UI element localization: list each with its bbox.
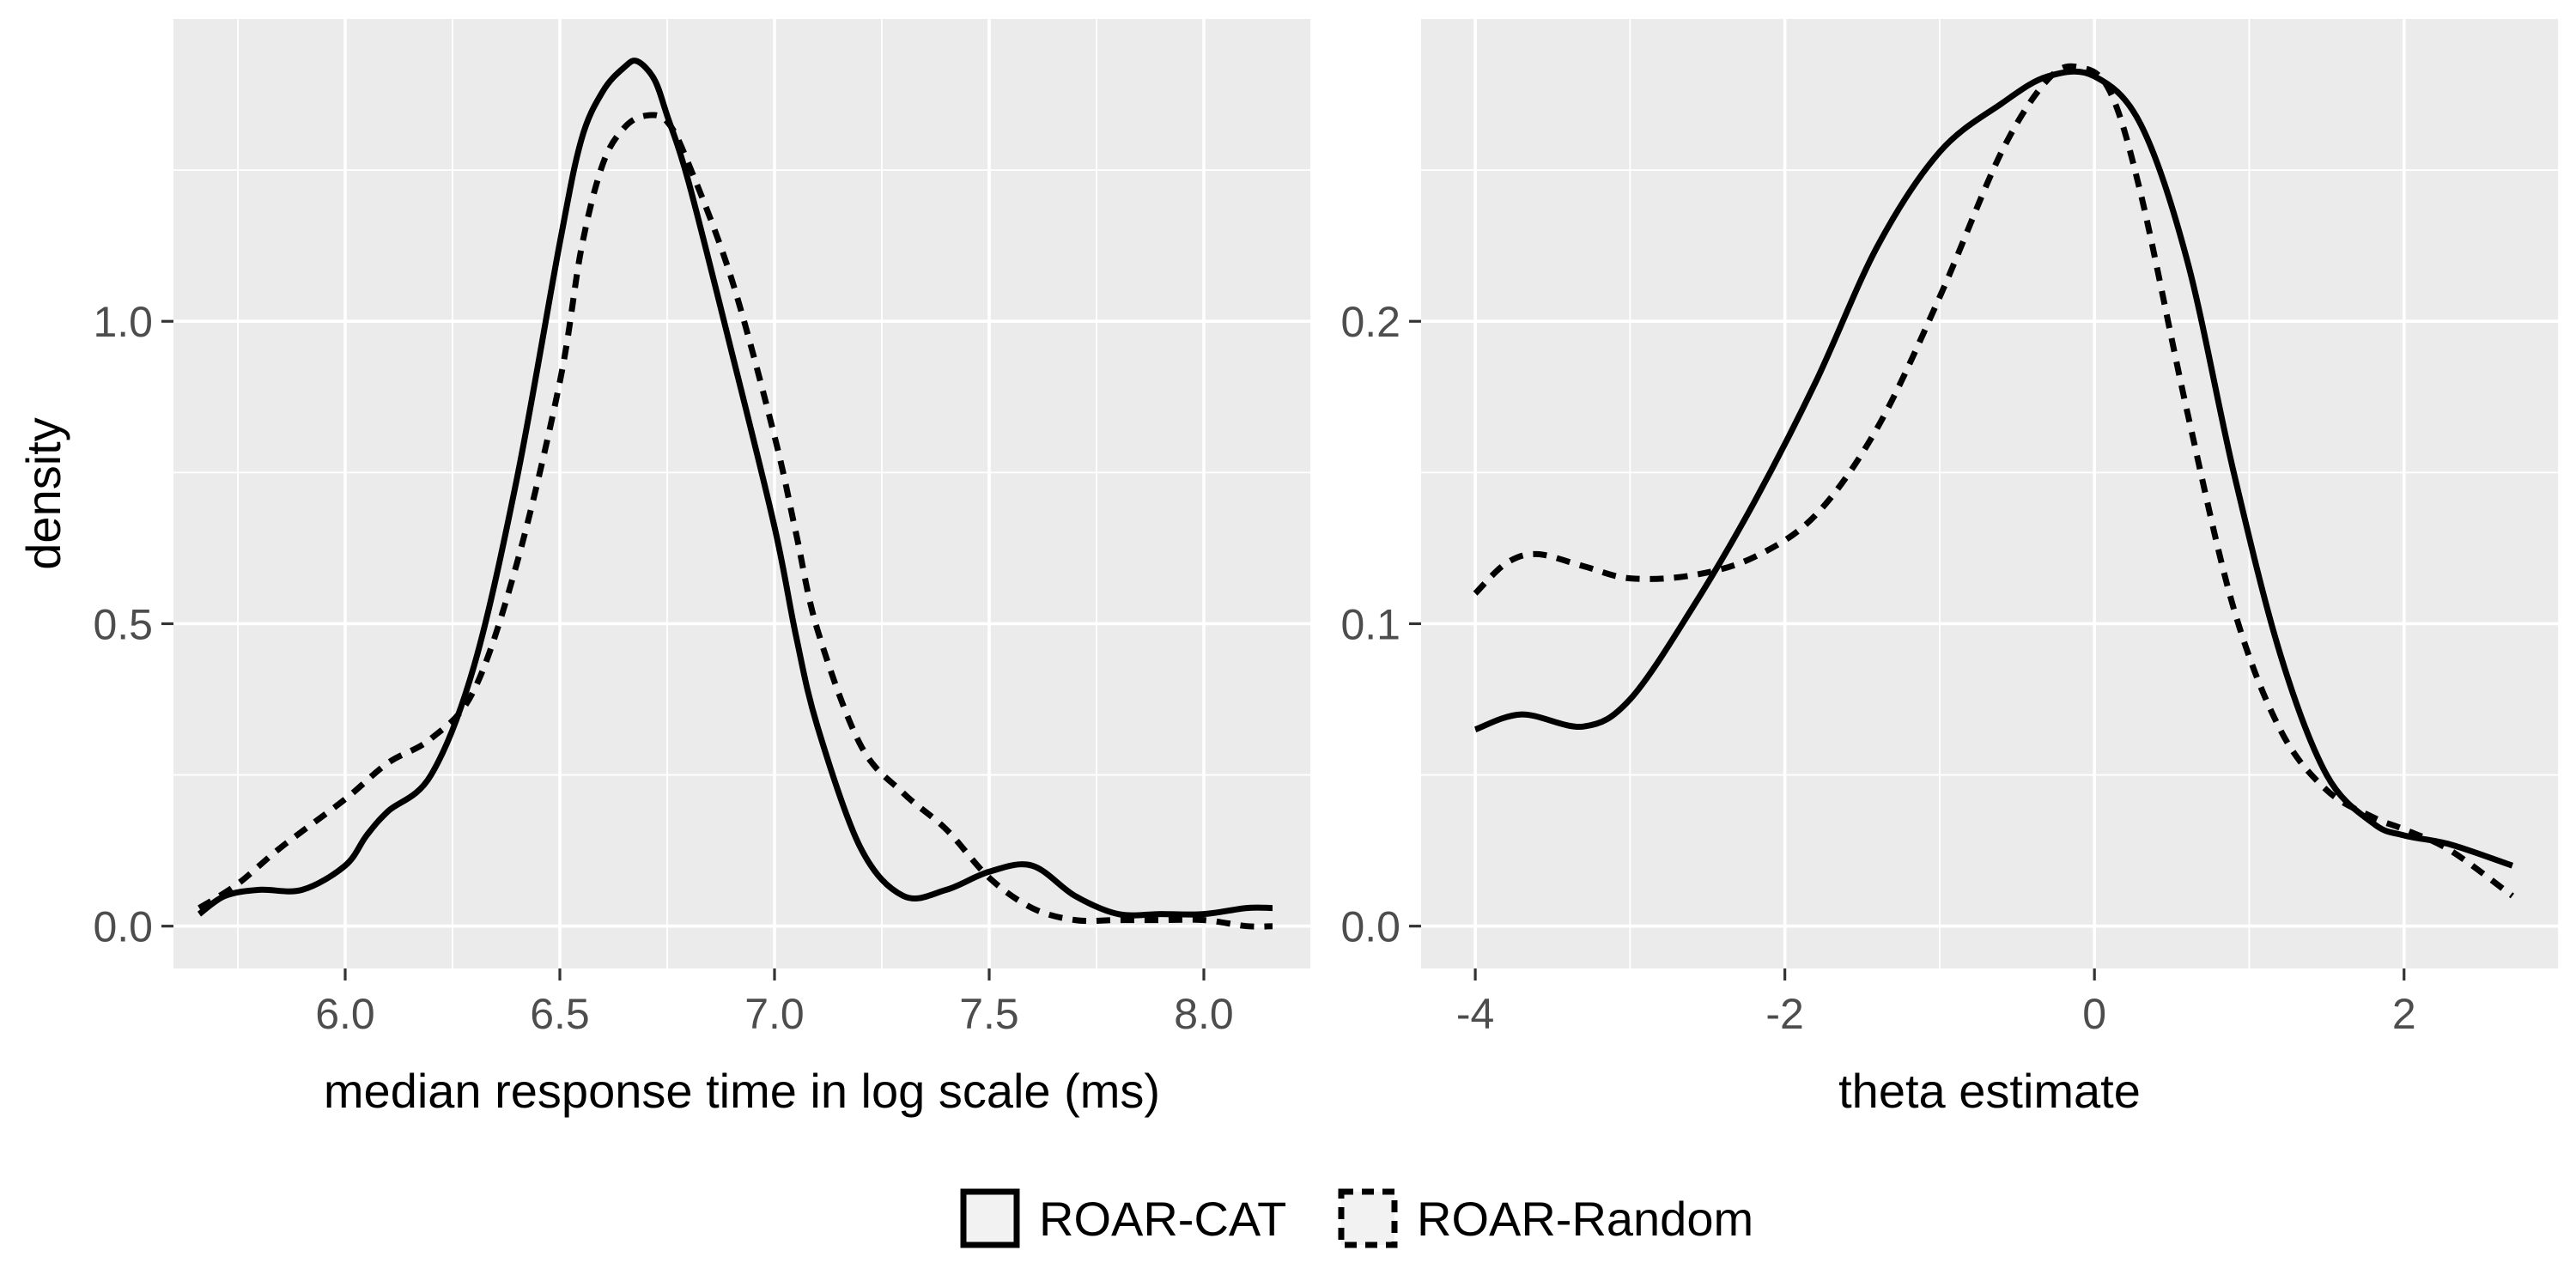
left-y-ticks: 0.0 0.5 1.0 <box>93 298 173 951</box>
legend-key-dashed <box>1338 1188 1398 1248</box>
right-minor-grid <box>1421 19 2560 968</box>
x-tick-label: 7.5 <box>959 990 1019 1038</box>
y-tick-label: 0.0 <box>93 903 153 951</box>
left-major-grid <box>173 19 1311 968</box>
right-x-ticks: -4 -2 0 2 <box>1456 968 2416 1038</box>
left-panel-background <box>173 19 1311 968</box>
left-minor-grid <box>173 19 1312 968</box>
y-tick-label: 0.2 <box>1340 298 1400 346</box>
x-tick-label: 8.0 <box>1174 990 1234 1038</box>
x-tick-label: -4 <box>1456 990 1494 1038</box>
right-y-ticks: 0.0 0.1 0.2 <box>1340 298 1421 951</box>
y-tick-label: 1.0 <box>93 298 153 346</box>
x-tick-label: 6.5 <box>530 990 590 1038</box>
left-series-lines <box>197 58 1273 930</box>
y-tick-label: 0.1 <box>1340 600 1400 648</box>
right-major-grid <box>1421 19 2559 968</box>
x-tick-label: 2 <box>2392 990 2416 1038</box>
legend-label-roar-cat: ROAR-CAT <box>1039 1192 1286 1246</box>
legend: ROAR-CAT ROAR-Random <box>960 1188 1753 1248</box>
y-tick-label: 0.0 <box>1340 903 1400 951</box>
right-series-lines <box>1473 63 2514 899</box>
left-panel: 6.0 6.5 7.0 7.5 8.0 0.0 0.5 1.0 median respons… <box>16 19 1312 1118</box>
y-tick-label: 0.5 <box>93 600 153 648</box>
legend-label-roar-random: ROAR-Random <box>1417 1192 1753 1246</box>
legend-item-roar-random: ROAR-Random <box>1338 1188 1753 1248</box>
right-x-axis-title: theta estimate <box>1838 1064 2141 1118</box>
legend-item-roar-cat: ROAR-CAT <box>960 1188 1286 1248</box>
right-panel: -4 -2 0 2 0.0 0.1 0.2 theta estimate <box>1340 19 2560 1118</box>
series-line-roar-random <box>1473 63 2514 899</box>
left-x-ticks: 6.0 6.5 7.0 7.5 8.0 <box>315 968 1234 1038</box>
x-tick-label: 6.0 <box>315 990 375 1038</box>
legend-key-solid <box>960 1188 1020 1248</box>
left-x-axis-title: median response time in log scale (ms) <box>324 1064 1160 1118</box>
x-tick-label: 7.0 <box>744 990 805 1038</box>
x-tick-label: -2 <box>1765 990 1803 1038</box>
y-axis-title: density <box>16 417 70 569</box>
x-tick-label: 0 <box>2082 990 2106 1038</box>
series-line-roar-random <box>197 112 1273 930</box>
